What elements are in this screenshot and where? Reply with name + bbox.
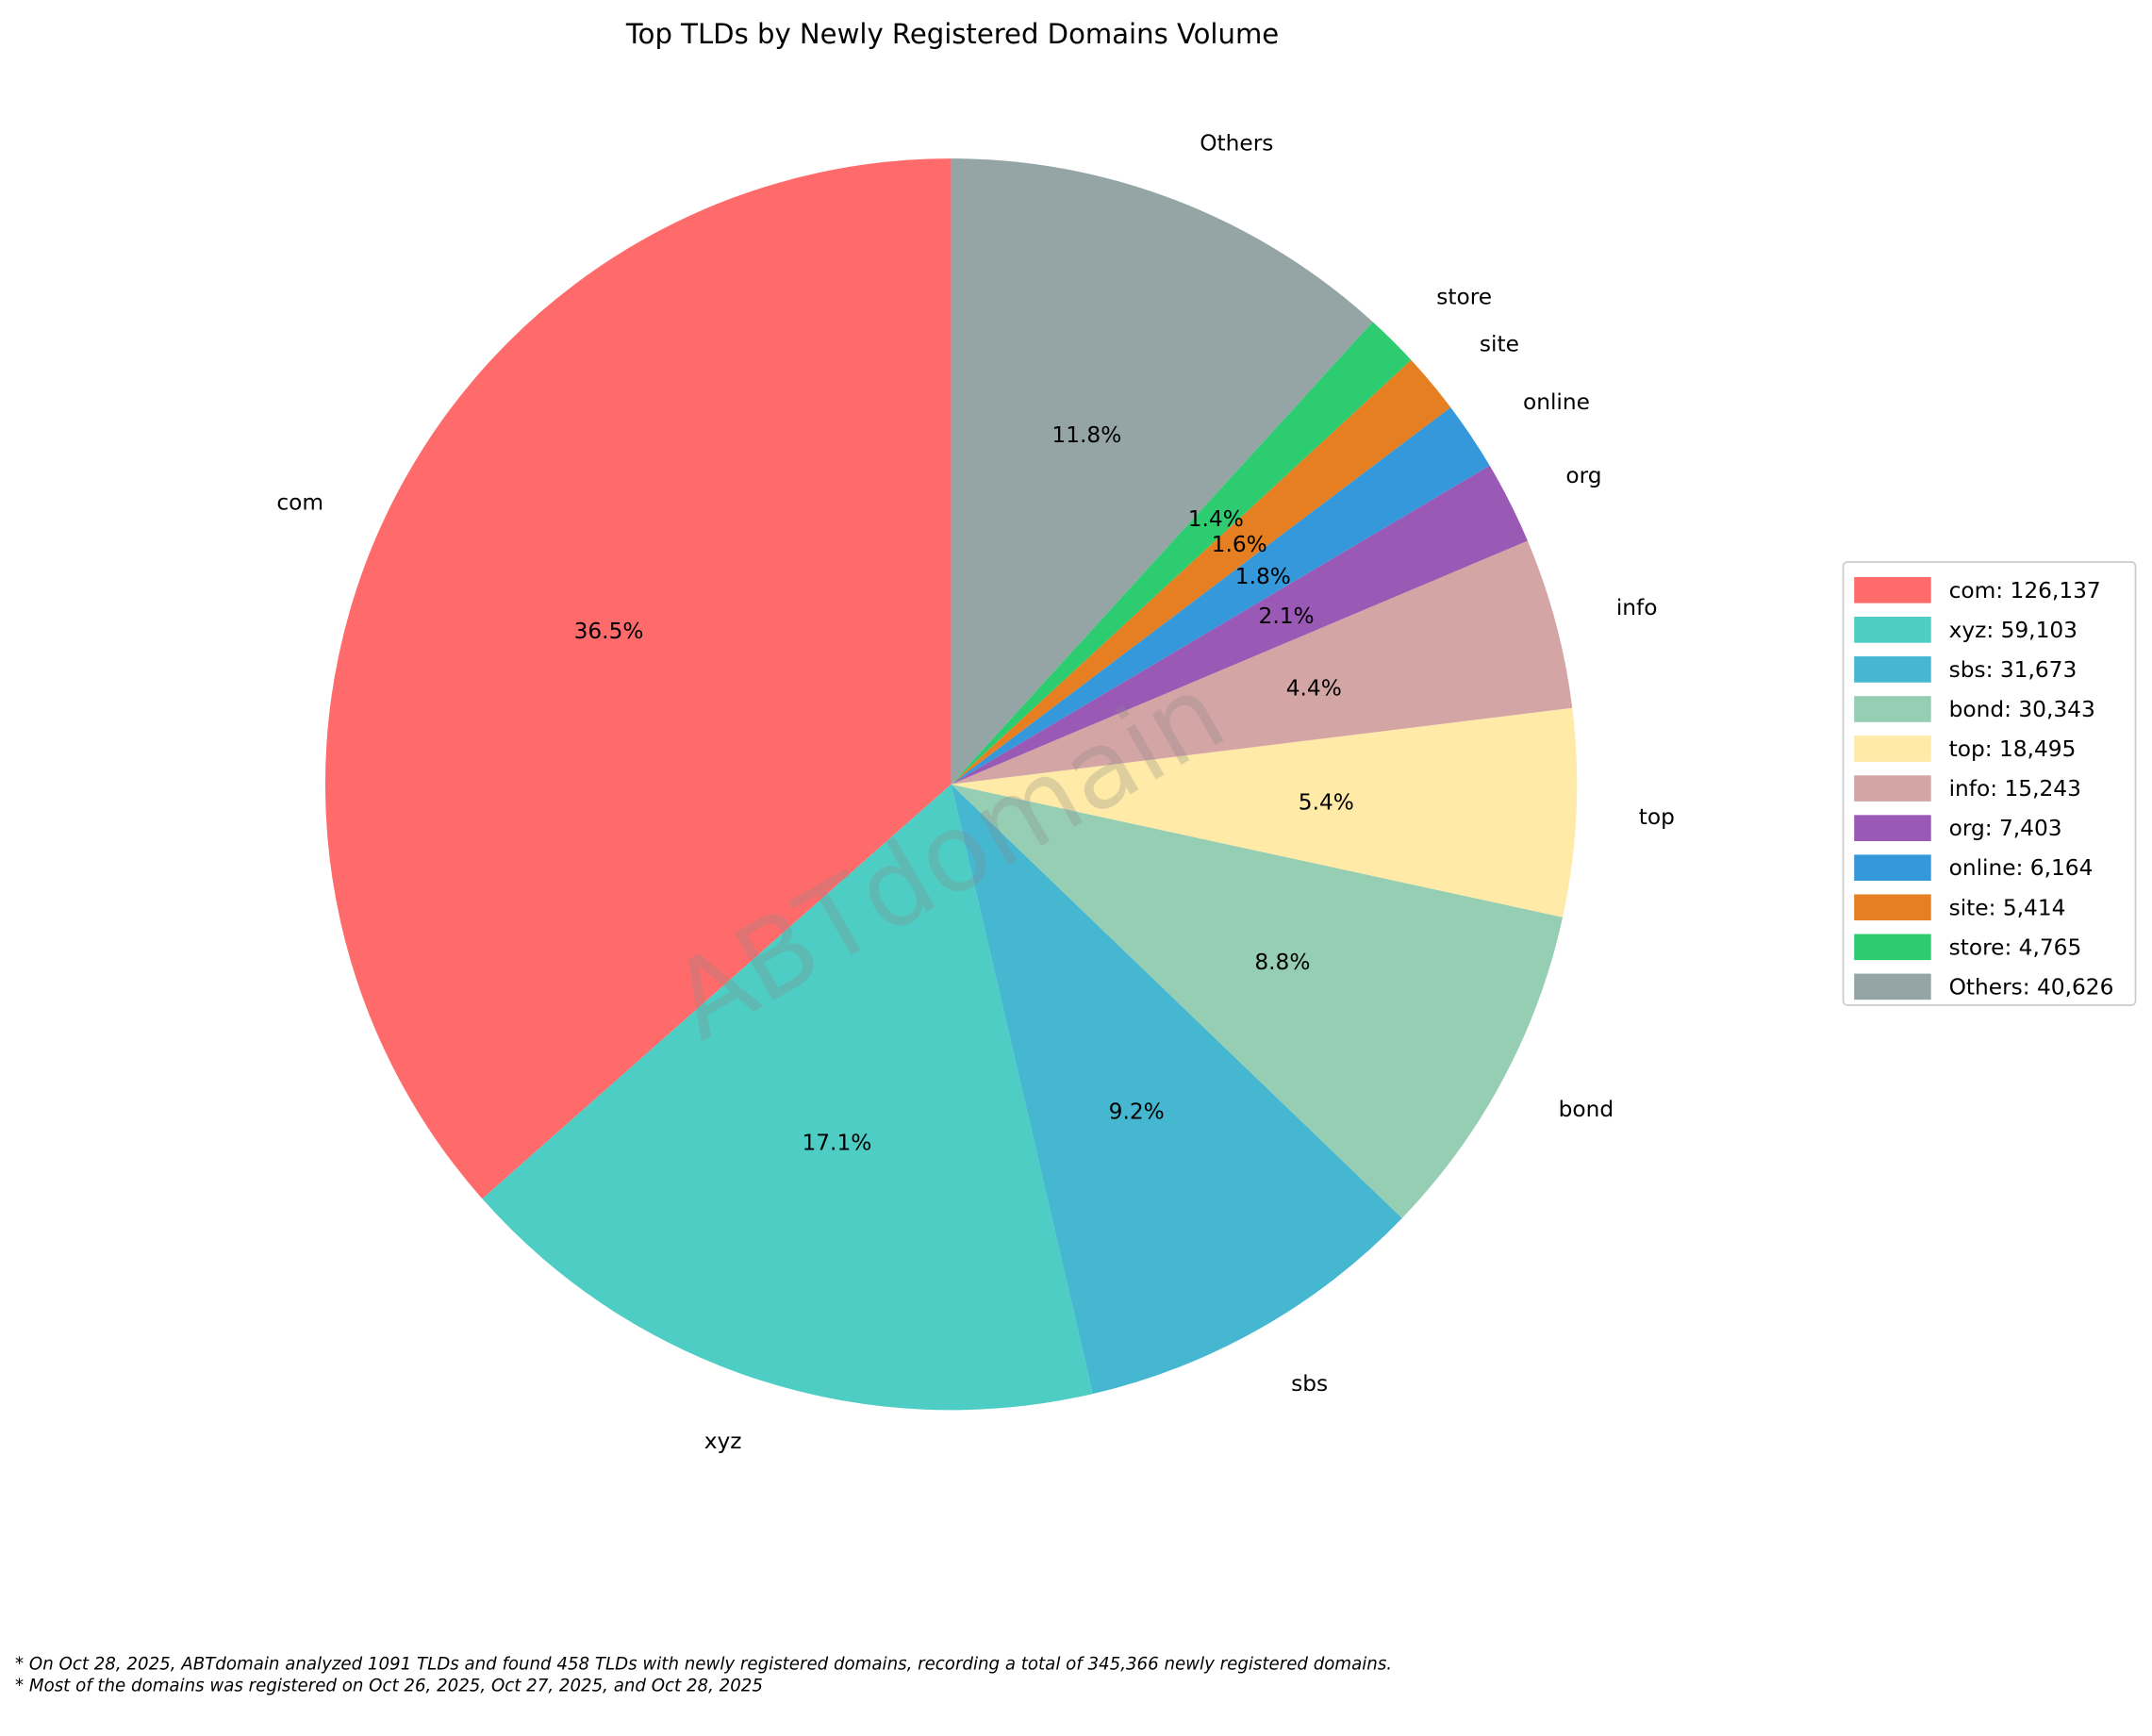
legend-label-info: info: 15,243 [1949,776,2081,802]
chart-title: Top TLDs by Newly Registered Domains Vol… [625,18,1279,50]
category-label-others: Others [1200,131,1273,157]
category-label-online: online [1523,389,1590,415]
legend-swatch-store [1854,934,1931,961]
percent-label-store: 1.4% [1188,506,1244,532]
percent-label-top: 5.4% [1299,790,1354,816]
category-label-info: info [1616,595,1658,620]
slice-online [951,406,1490,785]
legend-label-bond: bond: 30,343 [1949,697,2095,722]
percent-label-site: 1.6% [1212,532,1267,557]
legend-label-online: online: 6,164 [1949,855,2094,881]
slice-org [951,465,1528,785]
slice-store [951,322,1412,785]
legend-swatch-top [1854,736,1931,762]
legend-swatch-site [1854,894,1931,921]
footnote-2: * Most of the domains was registered on … [15,1677,763,1696]
legend-label-sbs: sbs: 31,673 [1949,657,2078,683]
legend-swatch-bond [1854,696,1931,722]
slice-info [951,540,1573,785]
category-labels: com xyz sbs bond top info org online site store Ot… [276,131,1675,1454]
percent-label-com: 36.5% [574,619,644,644]
legend-label-store: store: 4,765 [1949,934,2082,960]
slice-site [951,359,1451,785]
category-label-sbs: sbs [1291,1371,1328,1397]
slice-sbs [951,784,1402,1395]
legend-label-top: top: 18,495 [1949,736,2077,762]
percent-label-xyz: 17.1% [802,1131,871,1156]
slice-xyz [482,784,1093,1411]
legend-label-com: com: 126,137 [1949,578,2101,603]
legend-label-others: Others: 40,626 [1949,974,2114,1000]
category-label-com: com [276,490,323,516]
percent-label-info: 4.4% [1286,676,1342,702]
percent-label-online: 1.8% [1235,564,1291,589]
legend-swatch-com [1854,576,1931,603]
legend-swatch-online [1854,854,1931,882]
footnote-1: * On Oct 28, 2025, ABTdomain analyzed 10… [15,1654,1392,1674]
percent-label-others: 11.8% [1051,422,1121,448]
percent-label-org: 2.1% [1259,603,1315,629]
slice-top [951,707,1578,918]
percent-label-bond: 8.8% [1254,950,1310,975]
percent-label-sbs: 9.2% [1109,1099,1165,1125]
category-label-site: site [1480,332,1519,357]
percent-labels: 36.5% 17.1% 9.2% 8.8% 5.4% 4.4% 2.1% 1.8% 1.6%1.… [574,422,1354,1156]
slice-bond [951,784,1564,1218]
legend-swatch-sbs [1854,656,1931,683]
slice-com [324,158,952,1199]
category-label-store: store [1436,285,1492,310]
legend-label-org: org: 7,403 [1949,816,2062,841]
legend-swatch-xyz [1854,617,1931,643]
category-label-bond: bond [1559,1097,1614,1122]
legend-swatch-org [1854,815,1931,841]
category-label-xyz: xyz [704,1429,742,1454]
category-label-org: org [1565,463,1601,488]
legend-label-xyz: xyz: 59,103 [1949,618,2078,643]
legend-swatch-others [1854,973,1931,1000]
legend-swatch-info [1854,775,1931,802]
category-label-top: top [1639,804,1675,830]
legend: com: 126,137 xyz: 59,103 sbs: 31,673 bond: … [1842,561,2137,1006]
slice-others [951,158,1373,785]
pie-slices [324,158,1578,1411]
legend-label-site: site: 5,414 [1949,895,2066,920]
